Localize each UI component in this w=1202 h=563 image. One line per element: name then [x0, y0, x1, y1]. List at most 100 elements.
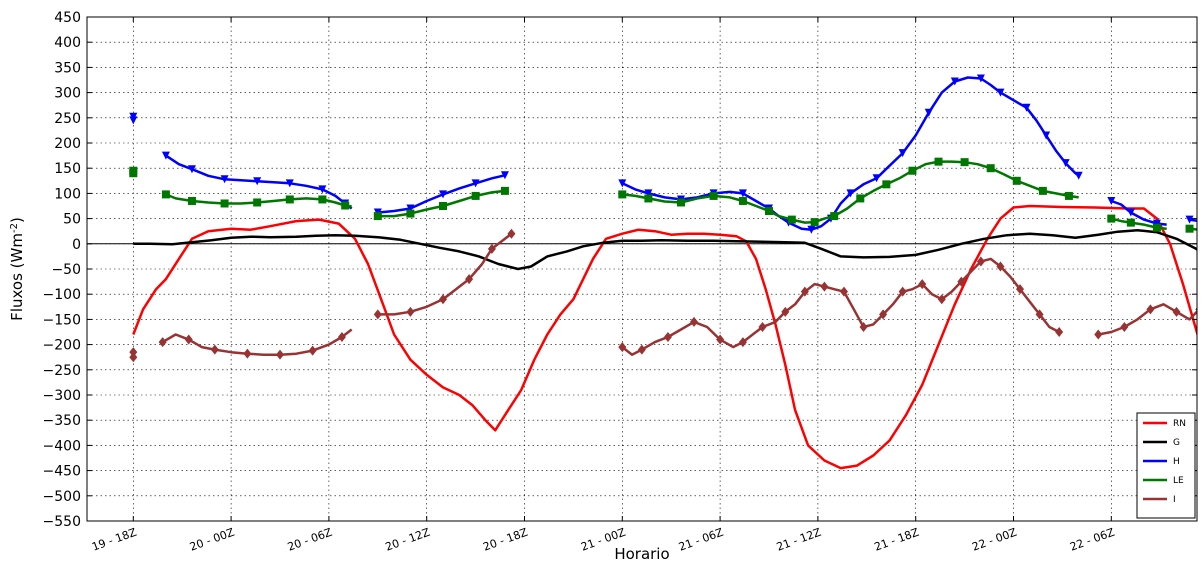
- series-le: [129, 157, 1197, 233]
- series-g: [133, 228, 1197, 271]
- data-point-le: [1038, 186, 1047, 195]
- data-point-le: [738, 196, 747, 205]
- data-point-h: [500, 171, 509, 180]
- data-point-le: [373, 212, 382, 221]
- data-point-i: [507, 228, 516, 239]
- data-point-i: [996, 261, 1005, 272]
- data-point-i: [184, 334, 193, 345]
- data-point-le: [856, 194, 865, 203]
- y-tick-label: −250: [43, 363, 81, 379]
- data-point-h: [846, 189, 855, 198]
- data-point-h: [253, 177, 262, 186]
- y-tick-label: −550: [43, 514, 81, 530]
- data-point-le: [618, 190, 627, 199]
- data-point-i: [898, 286, 907, 297]
- legend-box: [1136, 412, 1196, 519]
- data-point-le: [709, 191, 718, 200]
- data-point-le: [253, 198, 262, 207]
- y-tick-label: 400: [54, 35, 81, 51]
- data-point-le: [439, 202, 447, 210]
- data-point-le: [161, 190, 170, 199]
- data-point-i: [1146, 304, 1155, 315]
- y-tick-label: 0: [72, 237, 81, 253]
- data-point-h: [318, 185, 327, 194]
- data-point-i: [738, 337, 747, 348]
- data-point-le: [644, 194, 653, 203]
- data-point-i: [690, 316, 699, 327]
- data-point-le: [1012, 176, 1021, 185]
- data-point-h: [1061, 159, 1070, 168]
- data-point-h: [644, 189, 653, 198]
- data-point-i: [439, 294, 447, 305]
- y-tick-label: −50: [51, 262, 81, 278]
- data-point-le: [500, 186, 509, 195]
- series-line-h: [165, 154, 353, 210]
- y-tick-label: 150: [54, 161, 81, 177]
- data-point-le: [986, 164, 995, 173]
- y-axis-ticks: 450 400 350 300 250 200 150 100 50 0 −50 −100 −150 −2…: [43, 10, 1197, 530]
- data-point-i: [129, 352, 138, 363]
- data-point-i: [1120, 321, 1129, 332]
- data-point-le: [285, 195, 294, 204]
- data-point-h: [924, 108, 933, 117]
- data-point-i: [129, 347, 138, 358]
- data-point-le: [882, 180, 891, 189]
- data-point-le: [765, 207, 773, 216]
- series-line-h: [1189, 218, 1197, 223]
- data-point-h: [807, 225, 816, 234]
- y-tick-label: 350: [54, 60, 81, 76]
- data-point-i: [276, 349, 284, 360]
- series-line-i: [1098, 303, 1197, 336]
- data-point-le: [220, 199, 229, 208]
- series-line-rn: [132, 204, 1197, 470]
- data-point-h: [872, 174, 881, 183]
- data-point-i: [465, 274, 474, 285]
- data-point-i: [1172, 306, 1181, 317]
- data-point-le: [787, 215, 796, 224]
- data-point-i: [1035, 309, 1044, 320]
- y-tick-label: 300: [54, 86, 81, 102]
- data-point-h: [996, 88, 1005, 97]
- data-point-h: [1152, 219, 1161, 228]
- series-i: [129, 228, 1197, 363]
- data-point-le: [129, 169, 138, 178]
- data-point-h: [220, 175, 229, 184]
- y-tick-label: 100: [54, 186, 81, 202]
- data-point-le: [1152, 223, 1161, 232]
- y-tick-label: −400: [43, 438, 81, 454]
- data-point-h: [898, 149, 907, 158]
- series-rn: [132, 204, 1197, 470]
- data-point-le: [341, 201, 350, 210]
- legend-label-h: H: [1173, 457, 1180, 467]
- data-point-h: [950, 77, 959, 86]
- data-point-i: [758, 321, 767, 332]
- data-point-le: [908, 166, 917, 175]
- data-point-le: [810, 218, 819, 227]
- data-point-i: [337, 332, 346, 343]
- series-line-le: [1189, 227, 1197, 231]
- data-point-i: [618, 342, 627, 353]
- y-axis-label: Fluxos (Wm-2): [8, 217, 26, 321]
- data-point-h: [471, 179, 480, 188]
- data-point-i: [373, 309, 382, 320]
- data-point-le: [187, 196, 196, 205]
- y-tick-label: 450: [54, 10, 81, 26]
- y-tick-label: 250: [54, 111, 81, 127]
- data-point-i: [406, 306, 415, 317]
- legend: RN GH LE I: [1136, 412, 1196, 519]
- y-tick-label: −450: [43, 464, 81, 480]
- data-point-h: [976, 74, 985, 83]
- data-point-i: [308, 345, 317, 356]
- data-point-i: [716, 334, 725, 345]
- data-point-h: [439, 190, 447, 199]
- y-tick-label: −100: [43, 287, 81, 303]
- data-point-i: [879, 309, 888, 320]
- data-point-le: [406, 209, 415, 218]
- data-point-le: [830, 212, 839, 221]
- data-point-le: [1185, 224, 1194, 233]
- data-point-i: [859, 321, 868, 332]
- data-point-h: [161, 151, 170, 160]
- y-tick-label: −500: [43, 489, 81, 505]
